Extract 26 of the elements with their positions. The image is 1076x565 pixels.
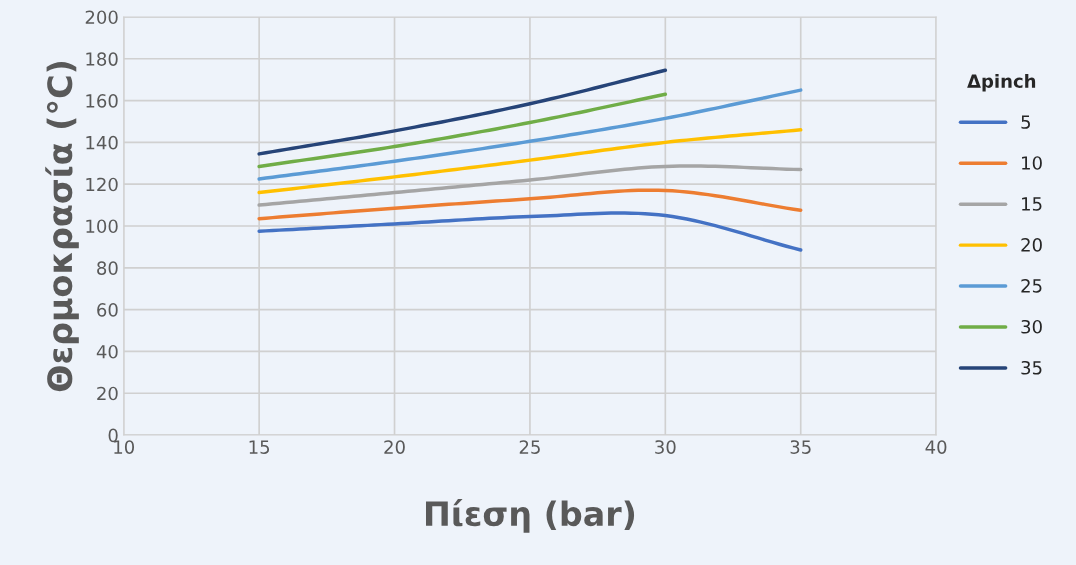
x-tick-label: 20 — [384, 440, 405, 454]
x-tick-label: 30 — [655, 440, 676, 454]
x-tick-label: 25 — [519, 440, 540, 454]
y-tick-label: 120 — [86, 177, 118, 192]
y-tick-label: 140 — [86, 135, 118, 150]
y-tick-label: 200 — [85, 10, 118, 25]
legend-label: 30 — [1021, 319, 1042, 334]
legend-label: 5 — [1021, 115, 1030, 129]
x-tick-label: 15 — [249, 440, 270, 454]
x-axis-title: Πίεση (bar) — [426, 499, 635, 533]
x-tick-label: 40 — [925, 440, 947, 454]
y-tick-label: 20 — [97, 386, 118, 401]
y-tick-label: 40 — [96, 344, 118, 359]
legend-title: Δpinch — [967, 73, 1036, 92]
legend-label: 20 — [1021, 238, 1042, 252]
y-tick-label: 180 — [86, 52, 118, 66]
legend-label: 25 — [1021, 279, 1042, 293]
y-tick-label: 80 — [97, 261, 118, 275]
legend-label: 10 — [1022, 156, 1042, 170]
legend-label: 35 — [1021, 360, 1042, 375]
y-tick-label: 60 — [97, 303, 118, 317]
y-tick-label: 100 — [86, 219, 118, 234]
legend-label: 15 — [1022, 197, 1042, 211]
x-tick-label: 35 — [790, 440, 811, 454]
y-tick-label: 160 — [86, 94, 118, 108]
y-axis-title: Θερμοκρασία (°C) — [45, 62, 79, 392]
